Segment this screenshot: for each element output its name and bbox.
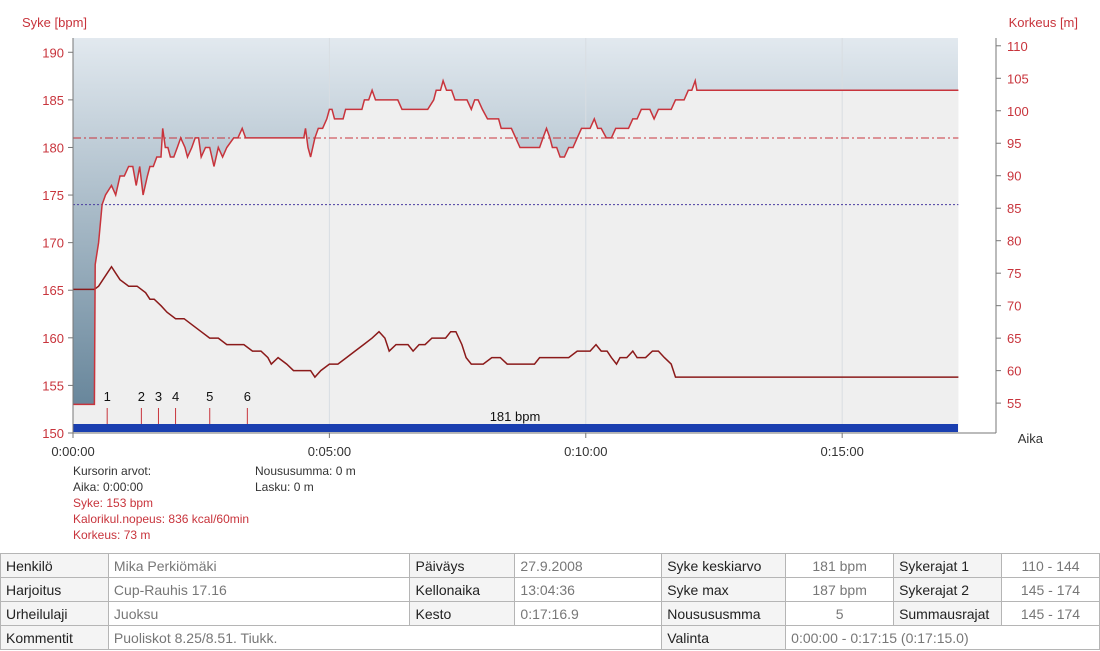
value-exercise: Cup-Rauhis 17.16 (107, 577, 411, 602)
right-axis-label: Korkeus [m] (1009, 15, 1078, 30)
value-hr-zone-1: 110 - 144 (1001, 553, 1100, 578)
value-max-hr: 187 bpm (785, 577, 895, 602)
elevation-line (73, 265, 959, 379)
value-clock-time: 13:04:36 (514, 577, 663, 602)
selection-bar[interactable] (73, 424, 958, 432)
value-duration: 0:17:16.9 (514, 601, 663, 626)
label-date: Päiväys (409, 553, 516, 578)
label-comments: Kommentit (0, 625, 109, 650)
left-tick-label: 160 (42, 331, 64, 346)
label-max-hr: Syke max (661, 577, 787, 602)
cursor-title: Kursorin arvot: (73, 464, 152, 478)
heart-rate-line (73, 77, 959, 406)
right-tick-label: 95 (1007, 136, 1021, 151)
left-tick-label: 150 (42, 426, 64, 441)
ascent-summary: Noususumma: 0 m Lasku: 0 m (255, 463, 356, 495)
x-axis-label: Aika (1018, 431, 1044, 446)
lap-label: 6 (244, 389, 251, 404)
cursor-elevation: Korkeus: 73 m (73, 528, 151, 542)
lap-label: 1 (104, 389, 111, 404)
value-date: 27.9.2008 (514, 553, 663, 578)
x-tick-label: 0:10:00 (564, 444, 607, 459)
right-axis-ticks: 55 60 65 70 75 80 85 90 95 100 105 110 (996, 39, 1029, 411)
right-tick-label: 80 (1007, 234, 1021, 249)
heart-rate-area (73, 80, 959, 433)
cursor-heart-rate: Syke: 153 bpm (73, 496, 154, 510)
label-hr-zone-1: Sykerajat 1 (893, 553, 1003, 578)
left-axis-ticks: 150 155 160 165 170 175 180 185 190 (42, 45, 73, 441)
label-selection: Valinta (661, 625, 787, 650)
left-axis-label: Syke [bpm] (22, 15, 87, 30)
ascent-total: Noususumma: 0 m (255, 464, 356, 478)
cursor-calorie-rate: Kalorikul.nopeus: 836 kcal/60min (73, 512, 250, 526)
left-tick-label: 170 (42, 236, 64, 251)
right-tick-label: 75 (1007, 266, 1021, 281)
label-summary-limits: Summausrajat (893, 601, 1003, 626)
label-clock-time: Kellonaika (409, 577, 516, 602)
label-duration: Kesto (409, 601, 516, 626)
label-sport: Urheilulaji (0, 601, 109, 626)
left-tick-label: 165 (42, 283, 64, 298)
reference-lines (73, 137, 959, 206)
value-hr-zone-2: 145 - 174 (1001, 577, 1100, 602)
table-row: Henkilö Mika Perkiömäki Päiväys 27.9.200… (0, 553, 1100, 578)
right-tick-label: 105 (1007, 71, 1029, 86)
x-tick-label: 0:15:00 (820, 444, 863, 459)
label-ascent: Nousususmma (661, 601, 787, 626)
session-info-table: Henkilö Mika Perkiömäki Päiväys 27.9.200… (0, 553, 1100, 650)
cursor-values: Kursorin arvot: Aika: 0:00:00 Syke: 153 … (73, 463, 273, 543)
cursor-time: Aika: 0:00:00 (73, 480, 144, 494)
right-tick-label: 85 (1007, 201, 1021, 216)
lap-label: 4 (172, 389, 179, 404)
value-ascent: 5 (785, 601, 895, 626)
label-avg-hr: Syke keskiarvo (661, 553, 787, 578)
label-exercise: Harjoitus (0, 577, 109, 602)
right-tick-label: 65 (1007, 331, 1021, 346)
left-tick-label: 190 (42, 45, 64, 60)
table-row: Harjoitus Cup-Rauhis 17.16 Kellonaika 13… (0, 577, 1100, 602)
left-tick-label: 175 (42, 188, 64, 203)
value-person: Mika Perkiömäki (107, 553, 411, 578)
descent-total: Lasku: 0 m (255, 480, 314, 494)
left-tick-label: 155 (42, 378, 64, 393)
lap-label: 2 (138, 389, 145, 404)
right-tick-label: 90 (1007, 169, 1021, 184)
right-tick-label: 100 (1007, 104, 1029, 119)
grid-lines (328, 38, 843, 433)
value-avg-hr: 181 bpm (785, 553, 895, 578)
x-tick-label: 0:05:00 (308, 444, 351, 459)
right-tick-label: 70 (1007, 299, 1021, 314)
lap-label: 3 (155, 389, 162, 404)
value-summary-limits: 145 - 174 (1001, 601, 1100, 626)
table-row: Kommentit Puoliskot 8.25/8.51. Tiukk. Va… (0, 625, 1100, 650)
left-tick-label: 185 (42, 93, 64, 108)
table-row: Urheilulaji Juoksu Kesto 0:17:16.9 Nousu… (0, 601, 1100, 626)
lap-label: 5 (206, 389, 213, 404)
right-tick-label: 60 (1007, 364, 1021, 379)
selection-bar-label: 181 bpm (490, 409, 541, 424)
right-tick-label: 110 (1007, 39, 1028, 54)
x-axis-ticks: 0:00:00 0:05:00 0:10:00 0:15:00 (51, 433, 864, 459)
right-tick-label: 55 (1007, 396, 1021, 411)
x-tick-label: 0:00:00 (51, 444, 94, 459)
label-hr-zone-2: Sykerajat 2 (893, 577, 1003, 602)
left-tick-label: 180 (42, 140, 64, 155)
value-sport: Juoksu (107, 601, 411, 626)
value-comments: Puoliskot 8.25/8.51. Tiukk. (107, 625, 663, 650)
value-selection: 0:00:00 - 0:17:15 (0:17:15.0) (785, 625, 1100, 650)
label-person: Henkilö (0, 553, 109, 578)
